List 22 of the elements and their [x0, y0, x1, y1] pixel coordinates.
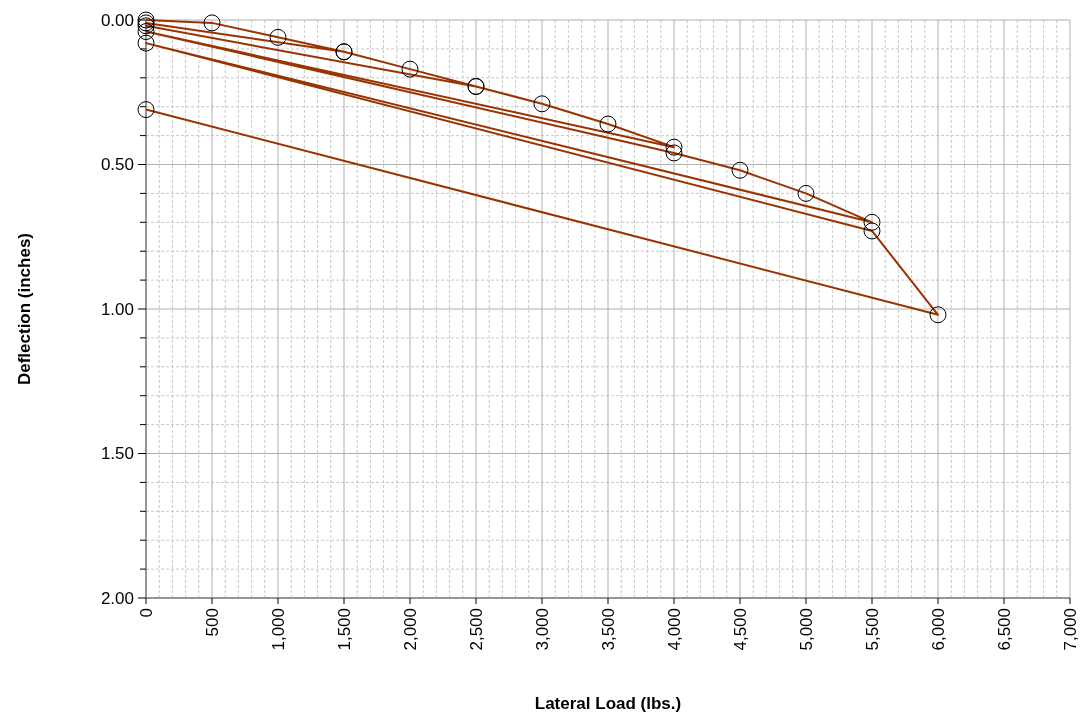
x-tick-label: 5,000	[796, 608, 816, 651]
y-axis-title: Deflection (inches)	[15, 232, 34, 386]
x-tick-label: 6,500	[994, 608, 1014, 651]
y-tick-label: 2.00	[100, 588, 134, 608]
x-tick-label: 5,500	[862, 608, 882, 651]
x-tick-label: 4,500	[730, 608, 750, 651]
x-tick-label: 7,000	[1060, 608, 1080, 651]
x-tick-label: 500	[202, 608, 222, 637]
y-tick-label: 0.50	[100, 155, 134, 175]
x-axis-title: Lateral Load (lbs.)	[534, 694, 682, 713]
x-tick-label: 3,500	[598, 608, 618, 651]
x-tick-label: 3,000	[532, 608, 552, 651]
y-tick-label: 1.00	[100, 299, 134, 319]
x-tick-label: 6,000	[928, 608, 948, 651]
x-tick-label: 2,500	[466, 608, 486, 651]
x-tick-label: 0	[136, 608, 156, 618]
x-tick-label: 1,500	[334, 608, 354, 651]
x-tick-label: 2,000	[400, 608, 420, 651]
x-tick-label: 4,000	[664, 608, 684, 651]
y-tick-label: 1.50	[100, 444, 134, 464]
y-tick-label: 0.00	[100, 10, 134, 30]
x-tick-label: 1,000	[268, 608, 288, 651]
